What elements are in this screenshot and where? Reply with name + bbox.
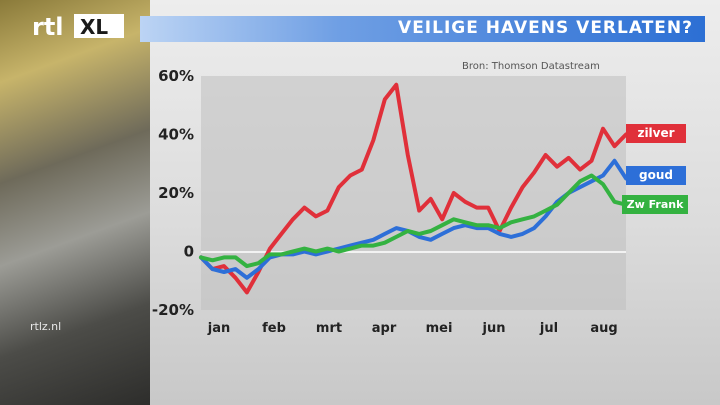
series-line-zw-frank bbox=[199, 173, 628, 269]
background-photo bbox=[0, 0, 150, 405]
watermark: rtlz.nl bbox=[30, 320, 62, 333]
source-note: Bron: Thomson Datastream bbox=[462, 61, 600, 72]
x-tick-label: jun bbox=[482, 321, 506, 336]
y-tick-label: 0 bbox=[184, 243, 194, 261]
svg-text:rtl: rtl bbox=[32, 13, 64, 41]
x-tick-label: mei bbox=[426, 321, 453, 336]
chart-title: VEILIGE HAVENS VERLATEN? bbox=[398, 18, 693, 38]
y-tick-label: 60% bbox=[158, 67, 194, 85]
series-line-zilver bbox=[199, 82, 628, 295]
series-label-zilver: zilver bbox=[626, 124, 686, 143]
y-tick-label: -20% bbox=[152, 301, 194, 319]
plot-area bbox=[201, 76, 626, 310]
y-tick-label: 40% bbox=[158, 126, 194, 144]
x-tick-label: jan bbox=[207, 321, 230, 336]
series-label-zw-frank: Zw Frank bbox=[622, 195, 688, 214]
y-tick-label: 20% bbox=[158, 184, 194, 202]
x-tick-label: aug bbox=[590, 321, 617, 336]
svg-text:XL: XL bbox=[80, 15, 108, 39]
rtl-xl-logo: rtl XL bbox=[32, 13, 124, 41]
x-tick-label: apr bbox=[372, 321, 397, 336]
x-tick-label: mrt bbox=[316, 321, 342, 336]
title-banner: VEILIGE HAVENS VERLATEN? bbox=[140, 16, 705, 42]
series-label-goud: goud bbox=[626, 166, 686, 185]
x-tick-label: feb bbox=[262, 321, 286, 336]
x-tick-label: jul bbox=[539, 321, 558, 336]
